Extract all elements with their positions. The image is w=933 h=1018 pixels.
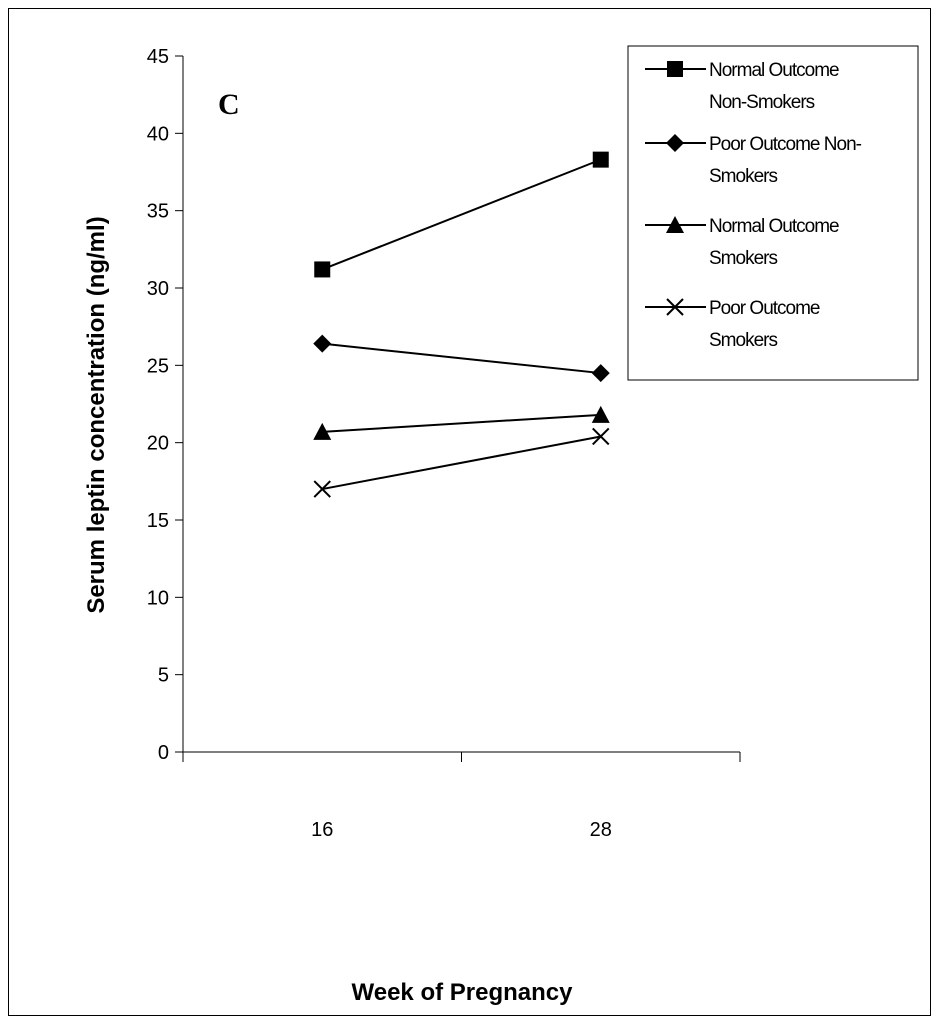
- legend-marker: [666, 216, 684, 233]
- y-tick-label: 35: [147, 201, 169, 223]
- y-tick-label: 0: [158, 742, 169, 764]
- series-1: [314, 151, 609, 278]
- axes: 0 5 10 15 20 25 30 35 40 45 16 28: [147, 46, 741, 841]
- series-line: [321, 158, 602, 271]
- series-line: [322, 435, 601, 491]
- data-point: [313, 422, 332, 440]
- data-point: [592, 151, 609, 168]
- x-tick-label: 16: [311, 819, 333, 841]
- series-layer: [313, 151, 610, 498]
- y-tick-label: 45: [147, 46, 169, 68]
- y-tick-label: 10: [147, 587, 169, 609]
- legend-label: Poor Outcome: [709, 298, 820, 319]
- legend-label: Poor Outcome Non-: [709, 134, 862, 155]
- legend-label: Smokers: [709, 248, 777, 269]
- legend-marker: [667, 61, 683, 77]
- series-line: [322, 342, 601, 375]
- y-tick-label: 5: [158, 665, 169, 687]
- y-tick-label: 25: [147, 355, 169, 377]
- panel-label: C: [218, 88, 240, 121]
- series-line: [322, 413, 601, 433]
- legend: Normal Outcome Non-Smokers Poor Outcome No…: [627, 45, 919, 381]
- data-point: [592, 427, 610, 446]
- y-axis-title: Serum leptin concentration (ng/ml): [83, 216, 110, 613]
- legend-label: Non-Smokers: [709, 92, 815, 113]
- data-point: [314, 261, 331, 278]
- series-3: [313, 405, 610, 440]
- y-tick-label: 20: [147, 433, 169, 455]
- legend-entry: Poor Outcome Non- Smokers: [645, 134, 863, 187]
- y-tick-label: 40: [147, 123, 169, 145]
- legend-label: Normal Outcome: [709, 216, 839, 237]
- y-tick-label: 15: [147, 510, 169, 532]
- data-point: [313, 334, 332, 353]
- legend-marker: [666, 298, 684, 316]
- legend-label: Smokers: [709, 330, 777, 351]
- legend-marker: [666, 134, 684, 152]
- series-2: [313, 334, 610, 383]
- legend-label: Normal Outcome: [709, 60, 839, 81]
- legend-box: [627, 45, 919, 381]
- data-point: [591, 405, 610, 423]
- data-point: [313, 480, 331, 498]
- legend-entry: Normal Outcome Non-Smokers: [645, 60, 840, 113]
- legend-label: Smokers: [709, 166, 777, 187]
- legend-entry: Normal Outcome Smokers: [645, 216, 840, 269]
- y-tick-label: 30: [147, 278, 169, 300]
- x-tick-label: 28: [590, 819, 612, 841]
- x-axis-title: Week of Pregnancy: [352, 979, 574, 1006]
- data-point: [591, 364, 610, 383]
- series-4: [313, 427, 610, 498]
- legend-entry: Poor Outcome Smokers: [645, 298, 821, 351]
